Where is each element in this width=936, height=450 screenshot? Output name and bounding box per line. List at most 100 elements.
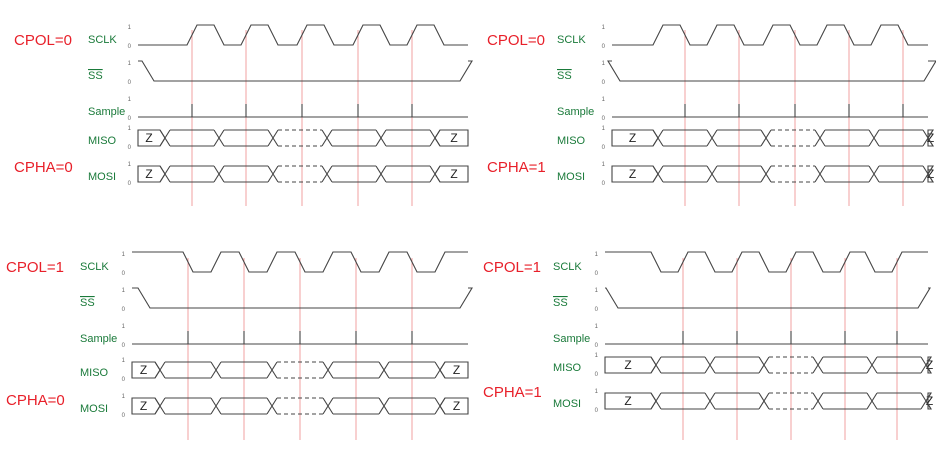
bus-segment [879,165,923,183]
bus-crossing [706,129,718,147]
miso-label: MISO [557,135,586,147]
bus-crossing [213,129,225,147]
hiz-label: Z [927,131,934,145]
sclk-label: SCLK [88,34,117,46]
bus-crossing [213,165,225,183]
bus-segment [386,165,430,183]
bus-crossing [321,165,333,183]
bus-crossing [868,165,880,183]
bus-crossing [322,361,334,379]
hiz-label: Z [453,363,460,377]
hiz-label: Z [145,131,152,145]
level-low-mark: 0 [595,408,599,414]
bus-crossing [920,392,932,410]
level-low-mark: 0 [595,343,599,349]
level-high-mark: 1 [595,288,599,294]
bus-crossing [704,392,716,410]
bus-segment [879,129,923,147]
level-high-mark: 1 [122,324,126,330]
level-low-mark: 0 [122,343,126,349]
bus-crossing [812,392,824,410]
bus-crossing [866,356,878,374]
cpol-label: CPOL=1 [483,259,541,276]
bus-segment [663,129,707,147]
level-high-mark: 1 [128,126,132,132]
sclk-label: SCLK [80,261,109,273]
bus-crossing [210,397,222,415]
level-low-mark: 0 [128,80,132,86]
bus-crossing [154,397,166,415]
bus-segment [277,361,323,379]
level-low-mark: 0 [595,307,599,313]
sclk-label: SCLK [553,261,582,273]
sample-label: Sample [553,333,590,345]
level-low-mark: 0 [128,181,132,187]
hiz-label: Z [140,363,147,377]
bus-crossing [321,129,333,147]
level-high-mark: 1 [602,61,606,67]
bus-crossing [704,356,716,374]
cpol-label: CPOL=1 [6,259,64,276]
level-low-mark: 0 [602,80,606,86]
level-low-mark: 0 [602,116,606,122]
hiz-label: Z [629,131,636,145]
ss-label: SS [553,297,568,309]
level-low-mark: 0 [602,145,606,151]
sclk-waveform [605,251,928,273]
bus-crossing [650,392,662,410]
bus-crossing [375,165,387,183]
miso-label: MISO [88,135,117,147]
panel-cpol1-cpha0: CPOL=1 CPHA=0 SCLK 1 0 SS 1 0 Sample 1 0 MISO 1 0 MOSI… [6,251,473,440]
bus-segment [823,392,867,410]
panel-cpol1-cpha1: CPOL=1 CPHA=1 SCLK 1 0 SS 1 0 Sample 1 0 MISO 1 0 MOSI… [483,251,933,440]
level-low-mark: 0 [595,372,599,378]
sample-label: Sample [80,333,117,345]
bus-segment [278,165,322,183]
sclk-waveform [612,24,928,46]
bus-crossing [706,165,718,183]
mosi-label: MOSI [557,171,585,183]
bus-segment [221,361,267,379]
miso-label: MISO [553,362,582,374]
bus-segment [170,165,214,183]
bus-crossing [429,165,441,183]
bus-crossing [760,165,772,183]
hiz-label: Z [145,167,152,181]
bus-crossing [154,361,166,379]
bus-crossing [760,129,772,147]
mosi-label: MOSI [553,398,581,410]
bus-crossing [378,361,390,379]
sclk-label: SCLK [557,34,586,46]
cpha-label: CPHA=0 [6,392,65,409]
bus-segment [386,129,430,147]
bus-segment [221,397,267,415]
level-low-mark: 0 [122,377,126,383]
hiz-label: Z [453,399,460,413]
level-high-mark: 1 [128,61,132,67]
sample-label: Sample [88,106,125,118]
cpol-label: CPOL=0 [14,32,72,49]
hiz-label: Z [926,358,933,372]
bus-segment [165,397,211,415]
level-high-mark: 1 [595,324,599,330]
sclk-waveform [132,251,468,273]
ss-waveform [605,287,931,309]
bus-segment [663,165,707,183]
bus-crossing [375,129,387,147]
bus-segment [224,165,268,183]
hiz-label: Z [926,394,933,408]
level-high-mark: 1 [122,394,126,400]
bus-segment [333,397,379,415]
ss-waveform [138,60,473,82]
bus-crossing [434,361,446,379]
level-high-mark: 1 [595,353,599,359]
level-high-mark: 1 [602,126,606,132]
hiz-label: Z [450,167,457,181]
level-high-mark: 1 [595,252,599,258]
cpol-label: CPOL=0 [487,32,545,49]
level-low-mark: 0 [602,44,606,50]
